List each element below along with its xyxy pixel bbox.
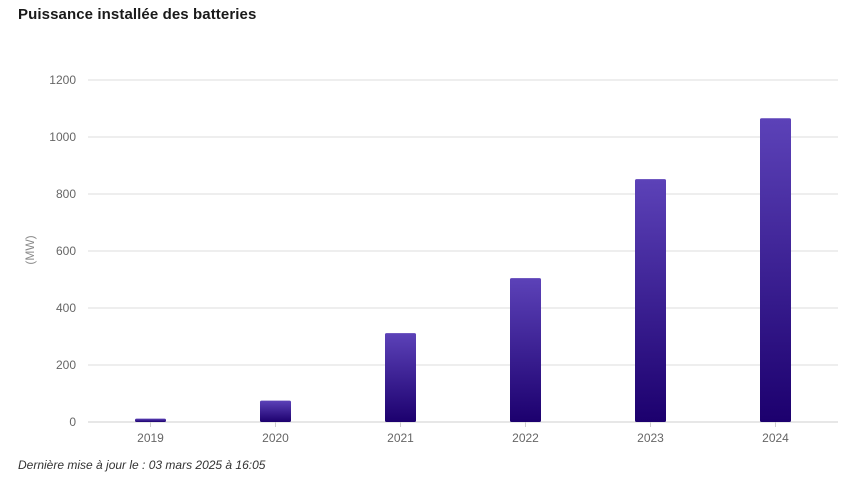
y-tick-label: 800 bbox=[56, 187, 76, 201]
bar-2022[interactable] bbox=[510, 278, 541, 422]
y-tick-label: 600 bbox=[56, 244, 76, 258]
bar-2024[interactable] bbox=[760, 118, 791, 422]
chart-title: Puissance installée des batteries bbox=[18, 6, 257, 23]
y-axis-title: (MW) bbox=[23, 235, 37, 264]
bar-2023[interactable] bbox=[635, 179, 666, 422]
x-tick-label: 2020 bbox=[262, 431, 289, 445]
bars bbox=[135, 118, 791, 422]
bar-2019[interactable] bbox=[135, 418, 166, 422]
x-tick-label: 2019 bbox=[137, 431, 164, 445]
grid-lines bbox=[88, 79, 838, 423]
y-tick-label: 200 bbox=[56, 358, 76, 372]
x-tick-label: 2021 bbox=[387, 431, 414, 445]
y-tick-label: 1000 bbox=[49, 130, 76, 144]
y-tick-label: 0 bbox=[69, 415, 76, 429]
x-tick-label: 2023 bbox=[637, 431, 664, 445]
last-update-note: Dernière mise à jour le : 03 mars 2025 à… bbox=[18, 458, 266, 472]
y-tick-label: 1200 bbox=[49, 73, 76, 87]
y-tick-label: 400 bbox=[56, 301, 76, 315]
bar-2020[interactable] bbox=[260, 400, 291, 422]
x-tick-label: 2022 bbox=[512, 431, 539, 445]
x-axis-ticks: 2019 2020 2021 2022 2023 2024 bbox=[137, 422, 789, 445]
bar-2021[interactable] bbox=[385, 333, 416, 422]
y-axis-ticks: 0 200 400 600 800 1000 1200 bbox=[49, 73, 76, 429]
x-tick-label: 2024 bbox=[762, 431, 789, 445]
